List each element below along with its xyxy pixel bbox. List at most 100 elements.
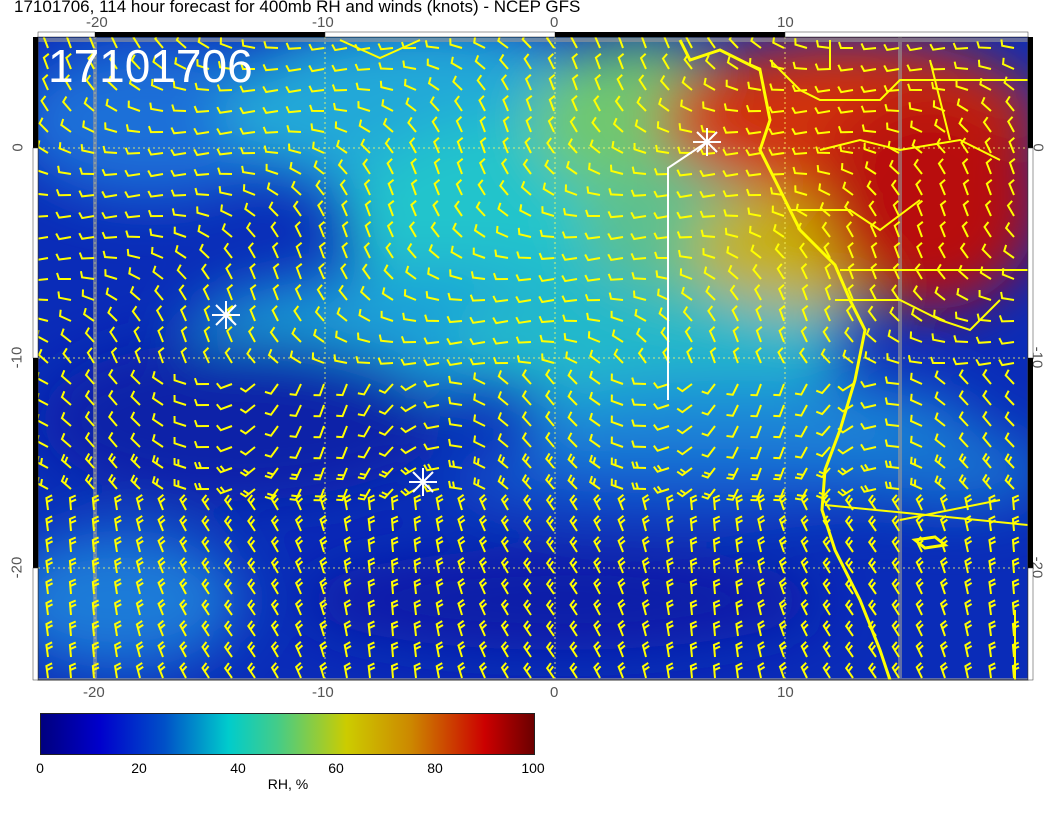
wind-barb — [816, 164, 831, 175]
wind-barb — [108, 53, 118, 70]
wind-barb — [201, 662, 210, 679]
wind-barb — [822, 536, 831, 553]
wind-barb — [932, 100, 946, 112]
wind-barb — [630, 252, 647, 261]
wind-barb — [908, 102, 923, 112]
wind-barb — [757, 620, 766, 637]
wind-barb — [270, 578, 279, 595]
wind-barb — [794, 383, 808, 396]
wind-barb — [157, 515, 166, 532]
wind-barb — [413, 515, 422, 532]
wind-barb — [452, 222, 463, 238]
wind-barb — [410, 179, 418, 196]
wind-barb — [800, 263, 808, 280]
wind-barb — [567, 369, 578, 385]
wind-barb — [171, 208, 187, 217]
wind-barb — [815, 425, 831, 437]
wind-barb — [1011, 557, 1020, 574]
wind-barb — [636, 96, 647, 112]
wind-barb — [406, 242, 417, 259]
wind-barb — [387, 200, 395, 217]
wind-barb — [367, 599, 376, 616]
wind-barb — [587, 162, 601, 175]
wind-barb — [523, 620, 532, 637]
wind-barb — [934, 370, 946, 385]
wind-barb — [107, 306, 118, 322]
wind-barb — [78, 212, 95, 220]
wind-barb — [423, 422, 440, 430]
wind-barb — [295, 242, 303, 259]
wind-barb — [757, 515, 766, 532]
wind-barb — [891, 515, 900, 532]
wind-barb — [343, 515, 352, 532]
wind-barb — [423, 380, 440, 388]
wind-barb — [860, 85, 877, 93]
wind-barb — [689, 494, 698, 511]
wind-barb — [193, 440, 210, 449]
wind-barb — [45, 578, 54, 595]
wind-barb — [641, 557, 650, 574]
wind-barb — [706, 37, 716, 49]
wind-barb — [318, 263, 325, 280]
wind-barb — [367, 641, 376, 658]
wind-barb — [423, 443, 440, 451]
wind-barb — [755, 305, 762, 322]
wind-barb — [617, 557, 626, 574]
wind-barb — [492, 295, 509, 303]
wind-barb — [91, 641, 100, 658]
wind-barb — [515, 296, 532, 304]
wind-barb — [545, 494, 555, 511]
wind-barb — [65, 37, 73, 49]
wind-barb — [113, 494, 122, 511]
wind-barb — [130, 411, 141, 427]
wind-barb — [712, 494, 721, 511]
wind-barb — [102, 250, 118, 259]
rh-field: 17101706 — [38, 37, 1028, 680]
wind-barb — [865, 327, 877, 343]
wind-barb — [773, 446, 785, 460]
wind-barb — [589, 433, 601, 448]
wind-barb — [270, 662, 279, 679]
wind-barb — [585, 209, 601, 217]
wind-barb — [223, 662, 233, 679]
wind-barb — [929, 43, 946, 51]
wind-barb — [794, 446, 808, 459]
wind-barb — [589, 454, 601, 469]
wind-barb — [81, 289, 95, 301]
wind-barb — [545, 473, 555, 490]
wind-barb — [956, 287, 969, 301]
wind-barb — [544, 159, 555, 175]
wind-barb — [666, 557, 674, 574]
wind-barb — [750, 383, 762, 397]
wind-barb — [521, 390, 532, 406]
wind-barb — [201, 536, 210, 553]
wind-barb — [343, 494, 352, 511]
wind-barb — [413, 557, 422, 574]
wind-barb — [101, 231, 118, 239]
wind-barb — [308, 65, 325, 73]
wind-barb — [364, 200, 372, 217]
wind-barb — [985, 158, 993, 175]
wind-barb — [400, 488, 417, 497]
wind-barb — [249, 305, 256, 322]
wind-barb — [124, 169, 141, 177]
wind-barb — [128, 77, 141, 91]
wind-barb — [569, 557, 578, 574]
wind-barb — [641, 515, 650, 532]
wind-barb — [129, 285, 141, 301]
wind-barb — [217, 60, 233, 70]
wind-barb — [939, 557, 948, 574]
wind-barb — [270, 557, 279, 574]
wind-barb — [975, 358, 992, 366]
wind-barb — [179, 599, 188, 616]
wind-barb — [663, 37, 670, 49]
wind-barb — [247, 242, 256, 259]
wind-barb — [839, 144, 854, 154]
wind-barb — [545, 37, 555, 49]
wind-barb — [746, 188, 762, 197]
wind-barb — [883, 64, 900, 73]
wind-barb — [105, 98, 118, 112]
wind-barb — [333, 102, 348, 112]
wind-barb — [151, 454, 164, 469]
wind-barb — [545, 557, 555, 574]
